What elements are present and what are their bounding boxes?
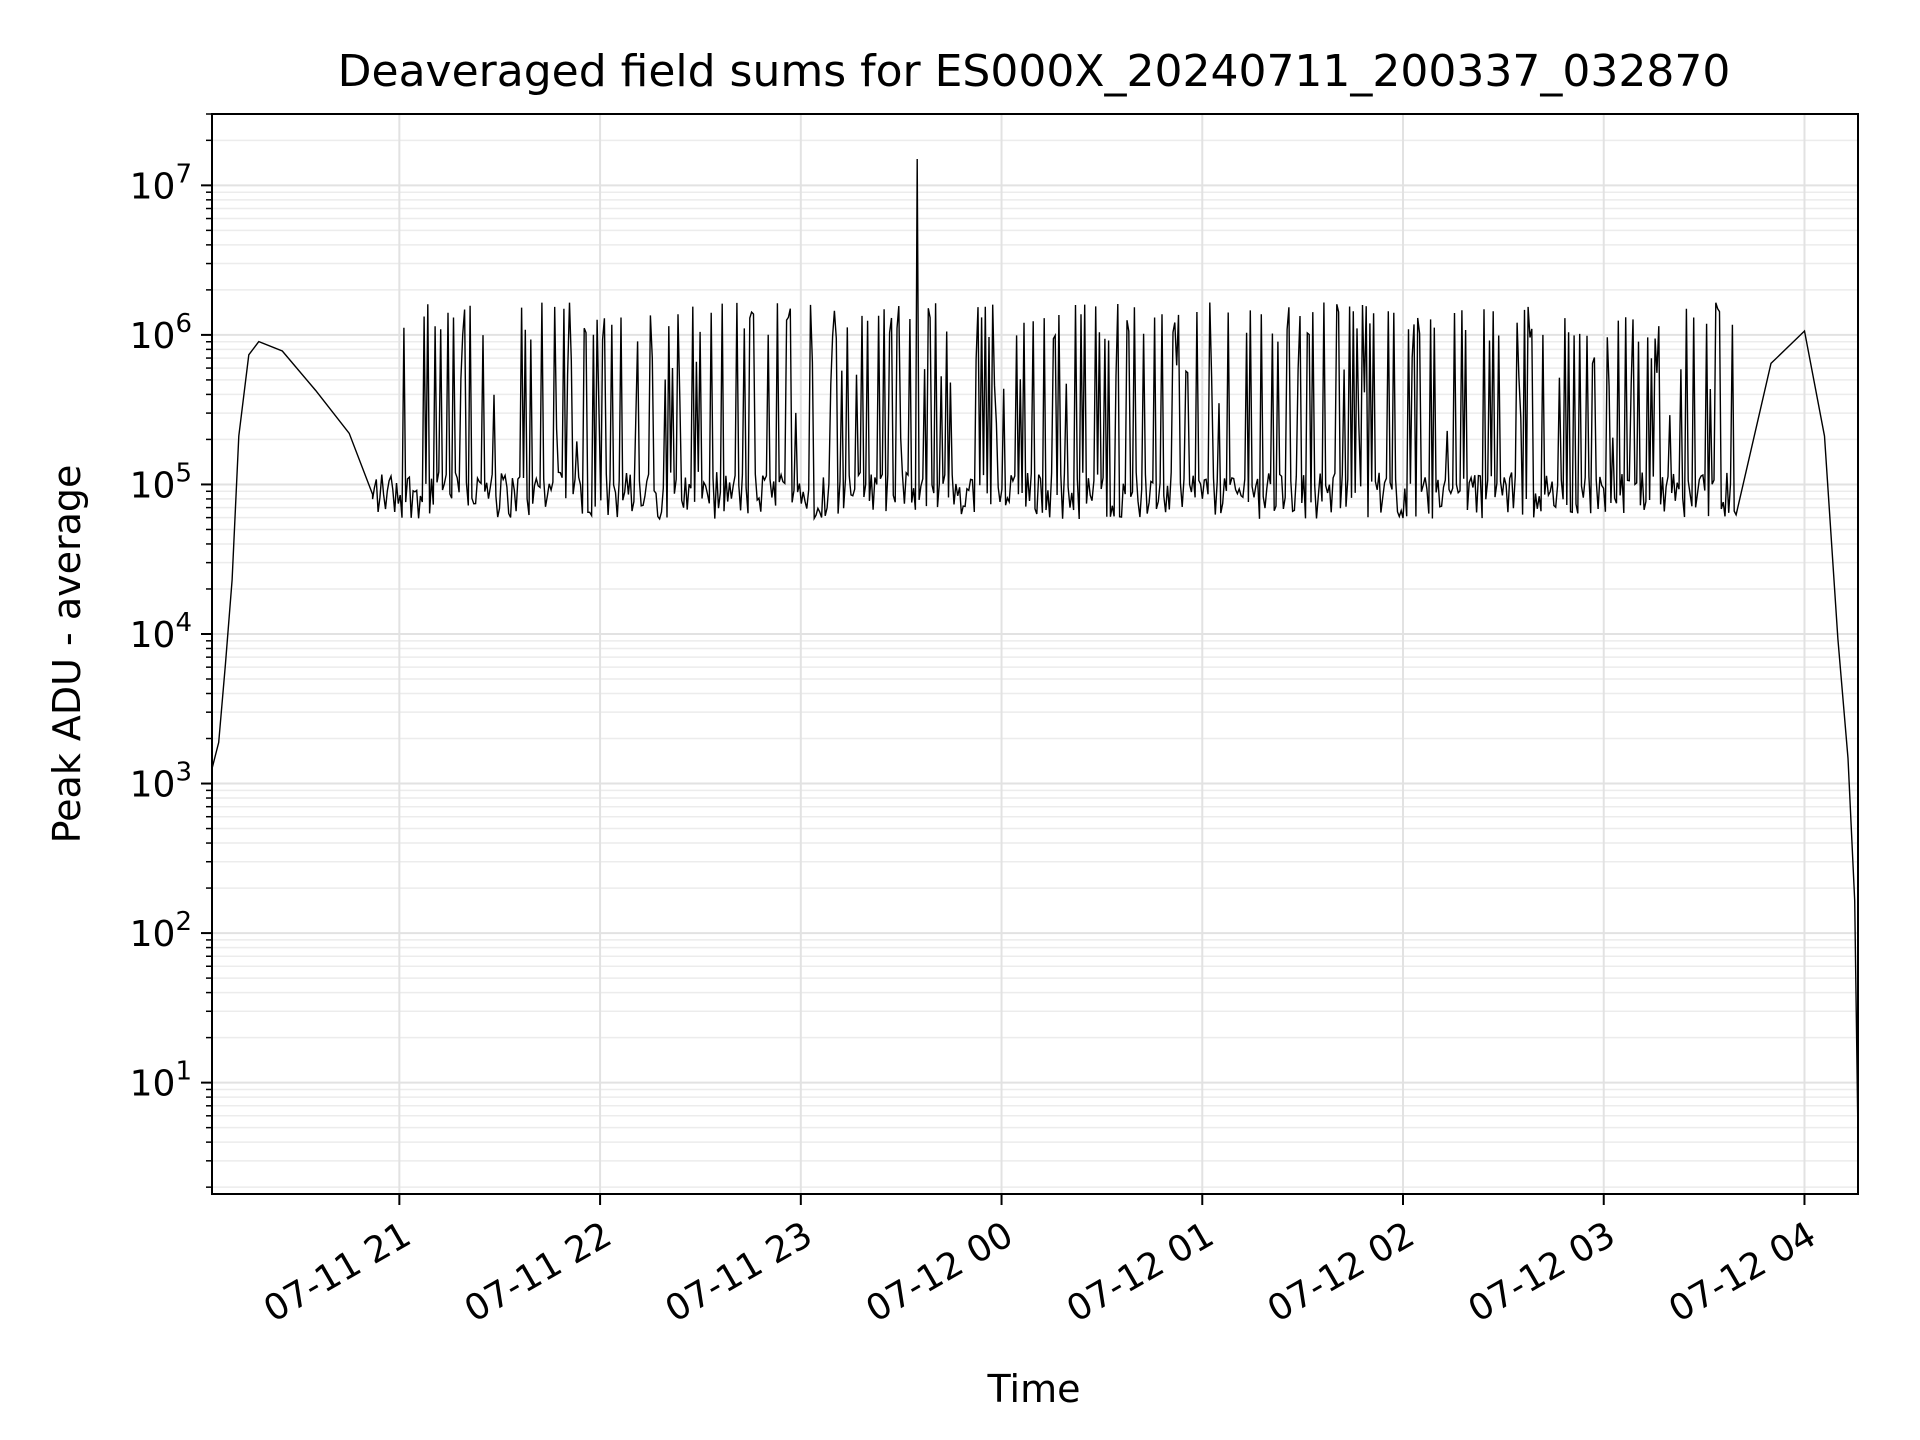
y-tick-label: 103 [130,758,192,806]
grid-lines [212,113,1858,1194]
y-axis-label: Peak ADU - average [45,465,89,844]
y-axis: 101 102 103 104 105 106 107 [130,113,212,1188]
y-tick-label: 104 [130,608,192,656]
y-tick-label: 105 [130,458,192,506]
plot-area [211,158,1859,1138]
y-tick-label: 106 [130,309,192,357]
y-tick-label: 107 [130,159,192,207]
chart-title: Deaveraged field sums for ES000X_2024071… [338,46,1731,97]
y-tick-label: 102 [130,907,192,955]
plot-frame [211,113,1859,1195]
x-axis-label: Time [987,1367,1081,1411]
y-tick-label: 101 [130,1057,192,1105]
series-line [211,158,1859,1138]
